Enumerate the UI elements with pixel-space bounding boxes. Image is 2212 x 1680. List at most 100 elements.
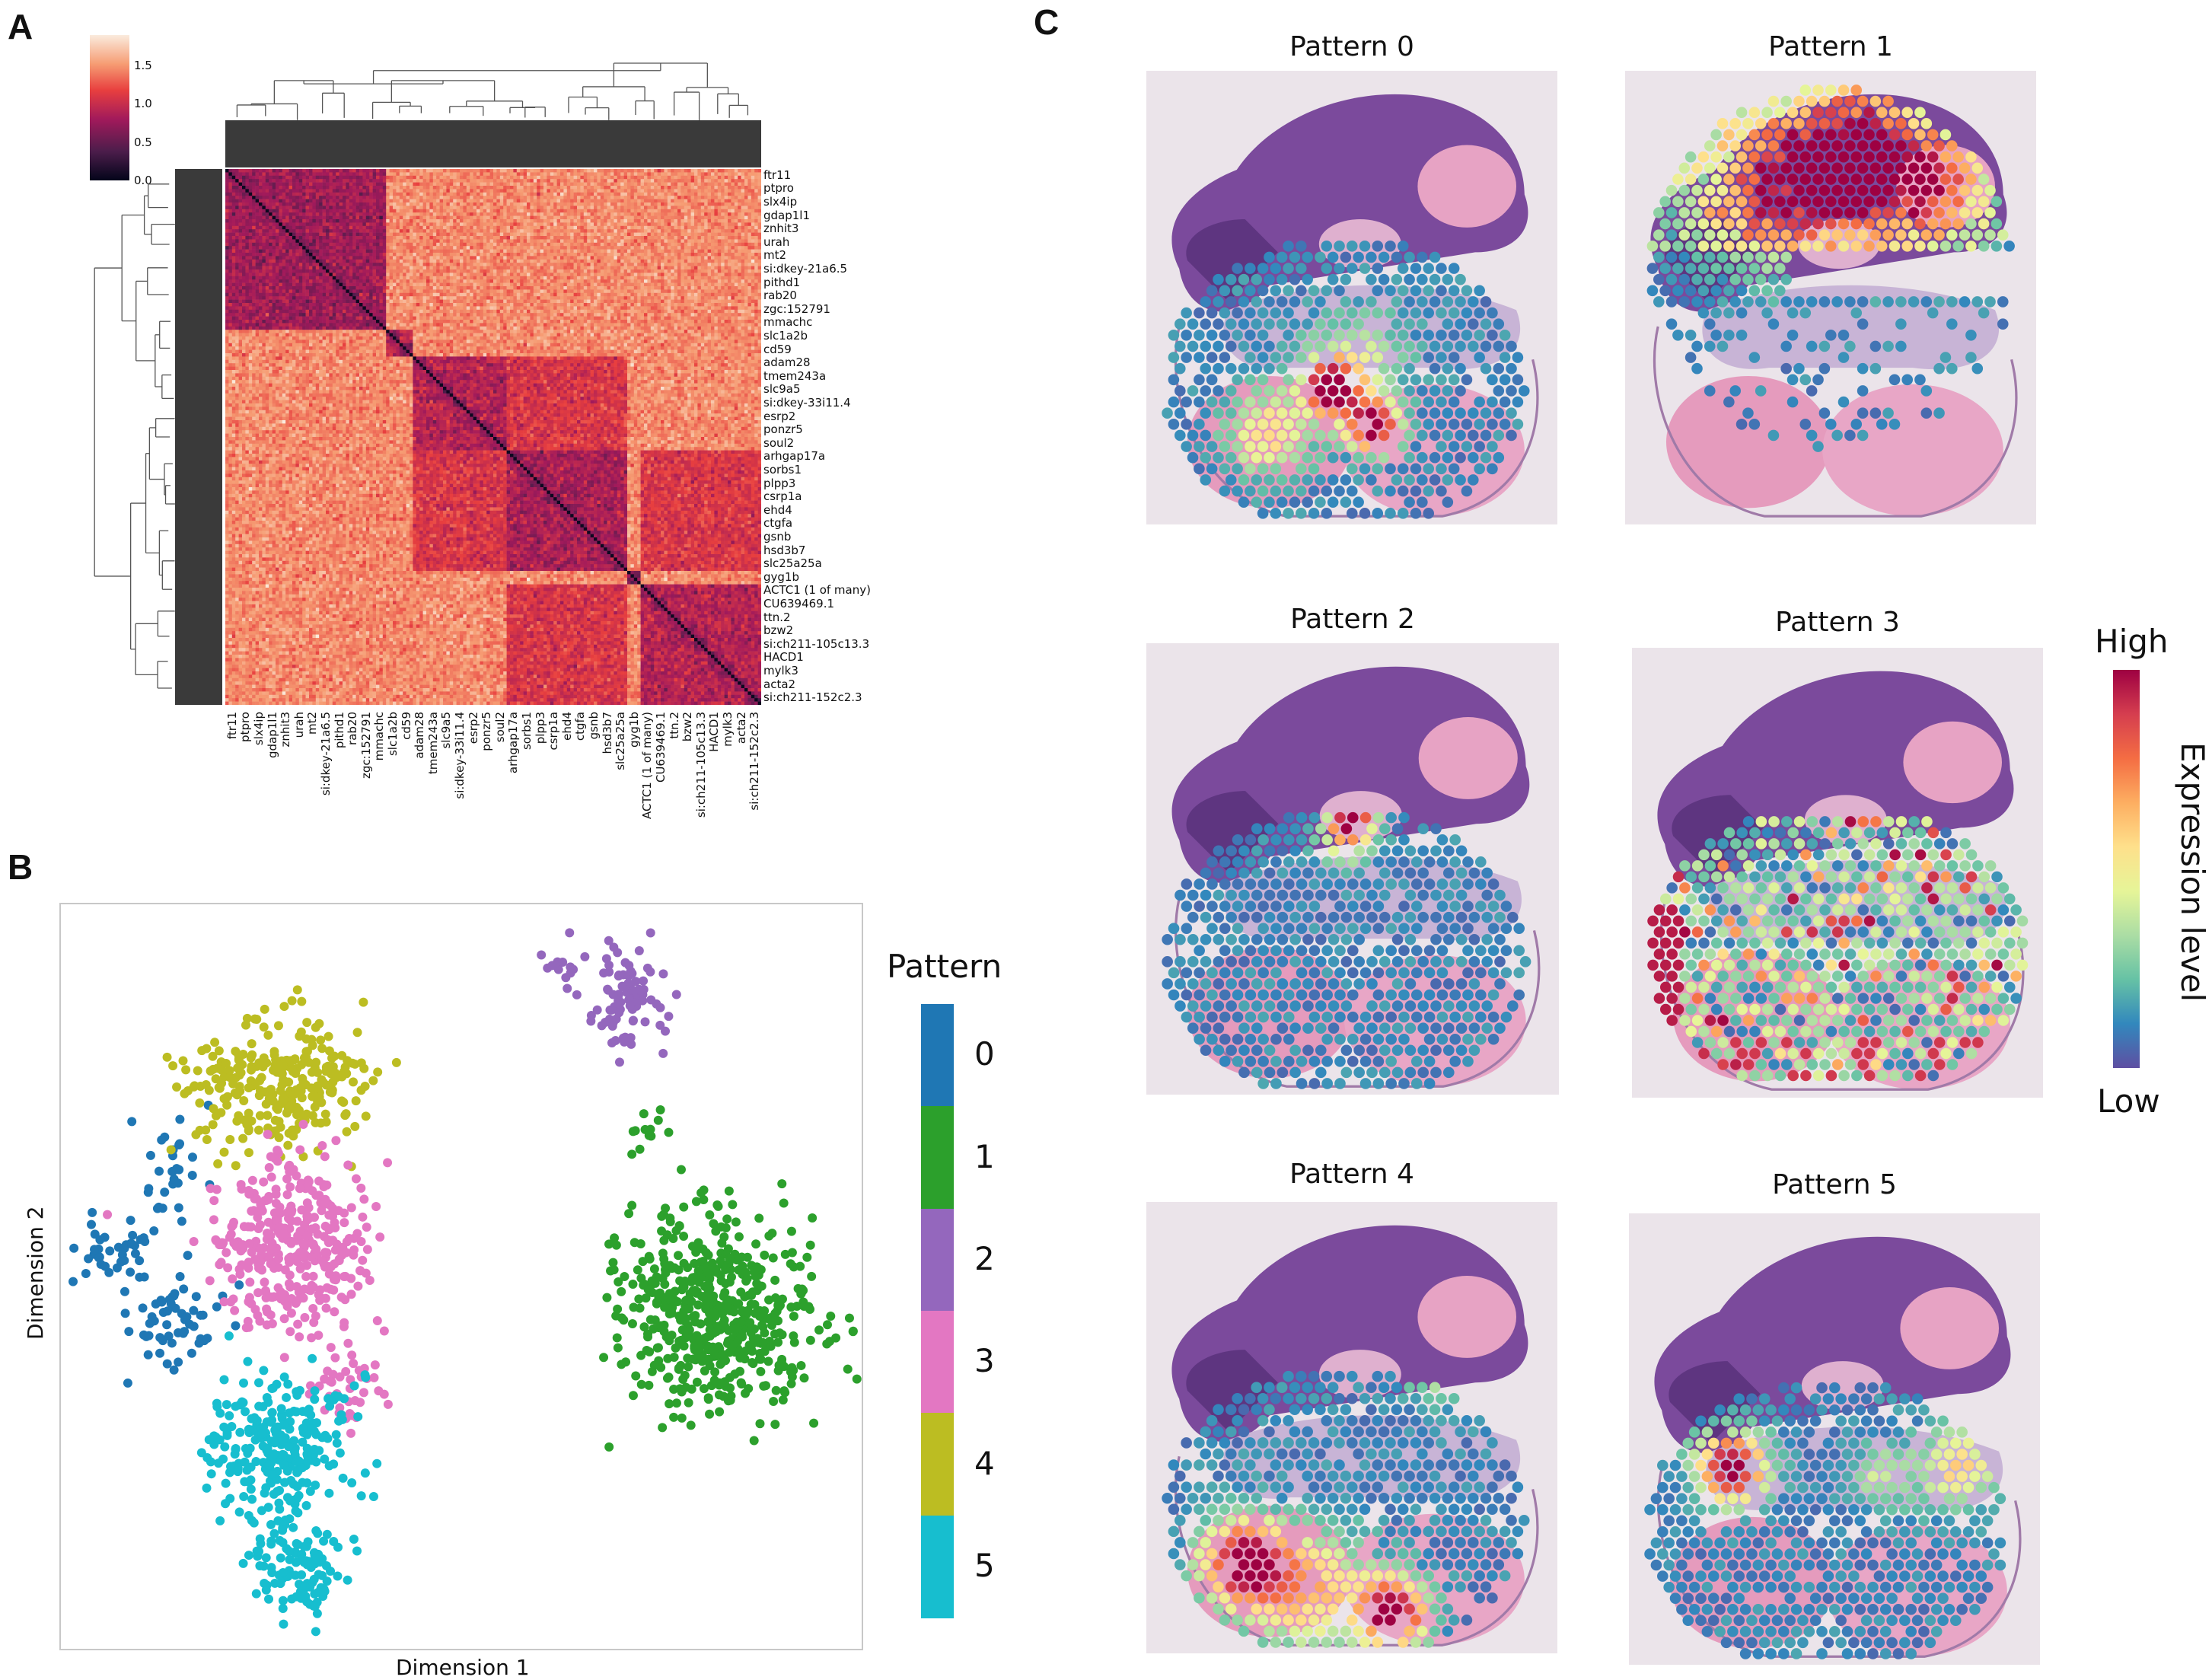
expression-spot [1825, 196, 1837, 208]
heatmap-cell [707, 303, 722, 317]
scatter-point [733, 1299, 743, 1309]
heatmap-cell [386, 531, 400, 545]
col-label: esrp2 [467, 712, 480, 864]
heatmap-cell [319, 303, 333, 317]
heatmap-cell [587, 330, 601, 344]
heatmap-cell [680, 276, 695, 290]
expression-spot [1219, 441, 1231, 452]
heatmap-cell [533, 370, 547, 384]
heatmap-cell [533, 423, 547, 438]
heatmap-cell [439, 504, 454, 518]
heatmap-cell [319, 691, 333, 705]
scatter-point [278, 1449, 288, 1459]
expression-spot [1965, 174, 1977, 185]
scatter-point [302, 1443, 312, 1453]
scatter-point [244, 1258, 253, 1267]
heatmap-cell [547, 423, 561, 438]
expression-spot [1436, 307, 1447, 319]
expression-spot [1761, 129, 1773, 141]
expression-spot [1755, 140, 1767, 151]
expression-spot [1672, 218, 1684, 230]
heatmap-cell [359, 263, 373, 277]
heatmap-cell [493, 504, 507, 518]
heatmap-cell [480, 464, 494, 478]
expression-spot [1455, 273, 1466, 285]
expression-spot [1684, 240, 1697, 252]
heatmap-cell [372, 316, 387, 330]
scatter-point [168, 1061, 178, 1071]
heatmap-cell [292, 504, 306, 518]
heatmap-cell [238, 209, 253, 223]
scatter-point [627, 1319, 637, 1329]
top-dendrogram [225, 62, 761, 167]
expression-spot [1863, 240, 1875, 252]
heatmap-cell [747, 504, 761, 518]
heatmap-cell [319, 624, 333, 639]
expression-spot [1315, 911, 1327, 923]
heatmap-cell [225, 677, 239, 692]
expression-spot [1276, 474, 1288, 486]
heatmap-cell [466, 316, 480, 330]
expression-spot [1359, 923, 1372, 934]
expression-spot [1735, 419, 1748, 430]
heatmap-cell [573, 370, 588, 384]
scatter-point [711, 1351, 721, 1361]
heatmap-cell [493, 182, 507, 196]
heatmap-cell [493, 610, 507, 625]
expression-spot [1181, 441, 1192, 452]
scatter-point [259, 1022, 269, 1032]
expression-spot [1850, 151, 1863, 163]
expression-spot [1181, 352, 1192, 363]
heatmap-cell [332, 571, 346, 585]
expression-spot [1448, 263, 1460, 274]
heatmap-cell [707, 450, 722, 464]
expression-spot [1494, 911, 1506, 923]
heatmap-cell [399, 610, 413, 625]
expression-spot [1372, 856, 1385, 868]
heatmap-cell [587, 477, 601, 491]
expression-spot [1366, 889, 1378, 901]
heatmap-cell [520, 383, 534, 397]
expression-spot [1321, 834, 1333, 846]
heatmap-cell [721, 450, 735, 464]
expression-spot [1366, 474, 1377, 486]
heatmap-cell [346, 423, 360, 438]
scatter-point [249, 1518, 259, 1528]
expression-spot [1755, 184, 1767, 196]
heatmap-cell [614, 517, 628, 531]
scatter-point [843, 1364, 853, 1374]
expression-spot [1780, 184, 1792, 196]
heatmap-cell [667, 356, 681, 371]
heatmap-cell [747, 464, 761, 478]
scatter-point [652, 1299, 661, 1309]
heatmap-cell [680, 464, 695, 478]
expression-spot [1397, 396, 1409, 408]
expression-spot [1385, 923, 1397, 934]
heatmap-cell [587, 651, 601, 665]
scatter-point [263, 1030, 273, 1040]
expression-spot [1276, 429, 1288, 442]
scatter-point [100, 1261, 110, 1271]
scatter-point [688, 1286, 698, 1296]
expression-spot [1206, 307, 1218, 319]
heatmap-cell [372, 557, 387, 572]
heatmap-cell [640, 423, 655, 438]
expression-spot [1487, 441, 1498, 452]
heatmap-cell [265, 209, 279, 223]
heatmap-cell [426, 531, 440, 545]
scatter-point [298, 1120, 308, 1130]
heatmap-cell [238, 531, 253, 545]
heatmap-cell [413, 504, 427, 518]
scatter-point [717, 1238, 727, 1248]
heatmap-cell [238, 624, 253, 639]
expression-spot [1735, 196, 1748, 208]
scatter-point [665, 1213, 675, 1223]
scatter-point [87, 1219, 97, 1229]
scatter-point [235, 1427, 245, 1437]
scatter-point [300, 1312, 310, 1322]
heatmap-cell [506, 397, 521, 411]
heatmap-cell [319, 638, 333, 652]
expression-spot [1232, 856, 1244, 868]
expression-spot [1806, 385, 1818, 397]
heatmap-cell [238, 477, 253, 491]
